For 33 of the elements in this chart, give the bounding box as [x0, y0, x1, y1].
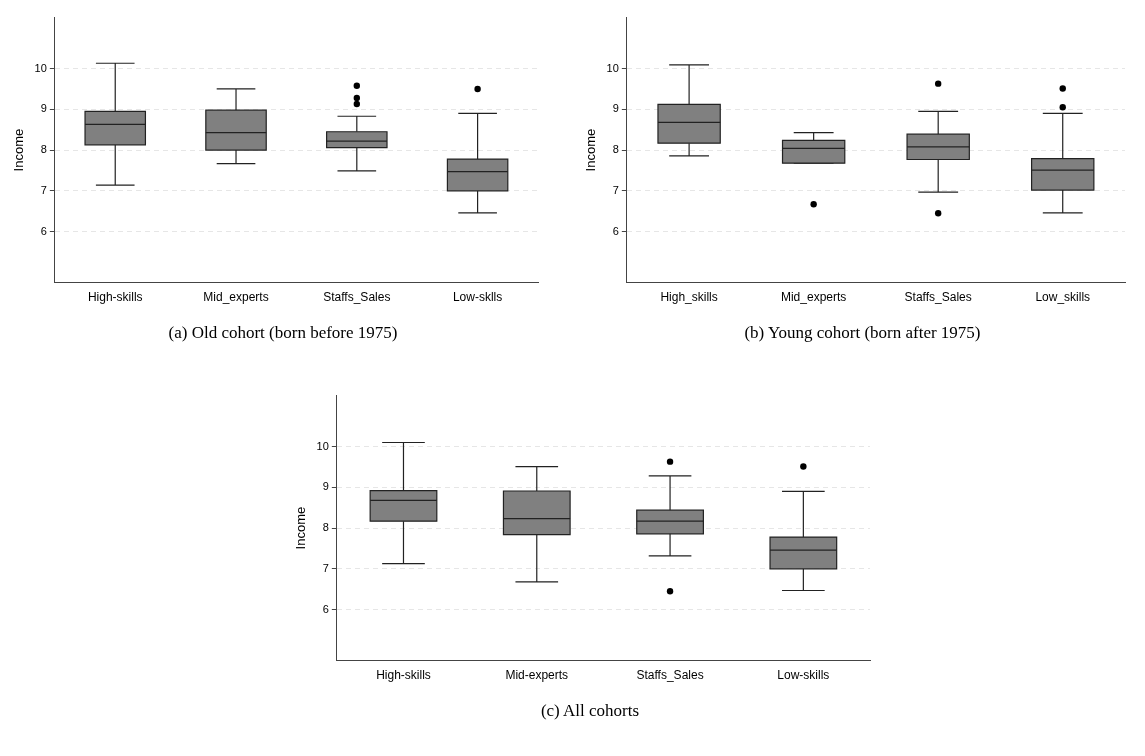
x-tick-label: Staffs_Sales — [904, 290, 972, 305]
y-tick-label: 8 — [612, 143, 619, 156]
y-tick-label: 8 — [322, 521, 329, 534]
x-tick-label: High-skills — [376, 668, 431, 683]
x-tick-label: Mid_experts — [203, 290, 269, 305]
y-tick-label: 8 — [40, 143, 47, 156]
y-tick-label: 7 — [40, 183, 47, 196]
text: (b) Young cohort (born after 1975) — [743, 323, 982, 343]
text: (c) All cohorts — [539, 701, 641, 721]
y-tick-label: 6 — [322, 602, 329, 615]
y-tick-label: 7 — [612, 183, 619, 196]
y-axis-title: Income — [293, 506, 309, 550]
y-axis-title: Income — [583, 128, 599, 172]
y-tick-label: 10 — [316, 439, 329, 452]
x-tick-label: High-skills — [87, 290, 143, 305]
x-tick-label: Low-skills — [777, 668, 830, 683]
y-tick-label: 7 — [322, 561, 329, 574]
y-tick-label: 9 — [612, 102, 619, 115]
x-tick-label: High_skills — [660, 290, 718, 305]
y-tick-label: 6 — [612, 224, 619, 237]
y-tick-label: 9 — [40, 102, 47, 115]
y-tick-label: 10 — [606, 61, 619, 74]
y-tick-label: 6 — [40, 224, 47, 237]
x-tick-label: Staffs_Sales — [636, 668, 704, 683]
x-tick-label: Mid_experts — [780, 290, 847, 305]
text: (a) Old cohort (born before 1975) — [167, 323, 399, 343]
x-tick-label: Low-sklls — [452, 290, 503, 305]
x-tick-label: Staffs_Sales — [323, 290, 391, 305]
y-tick-label: 9 — [322, 480, 329, 493]
x-tick-label: Low_skills — [1035, 290, 1091, 305]
x-tick-label: Mid-experts — [505, 668, 569, 683]
y-axis-title: Income — [11, 128, 27, 172]
y-tick-label: 10 — [34, 61, 47, 74]
